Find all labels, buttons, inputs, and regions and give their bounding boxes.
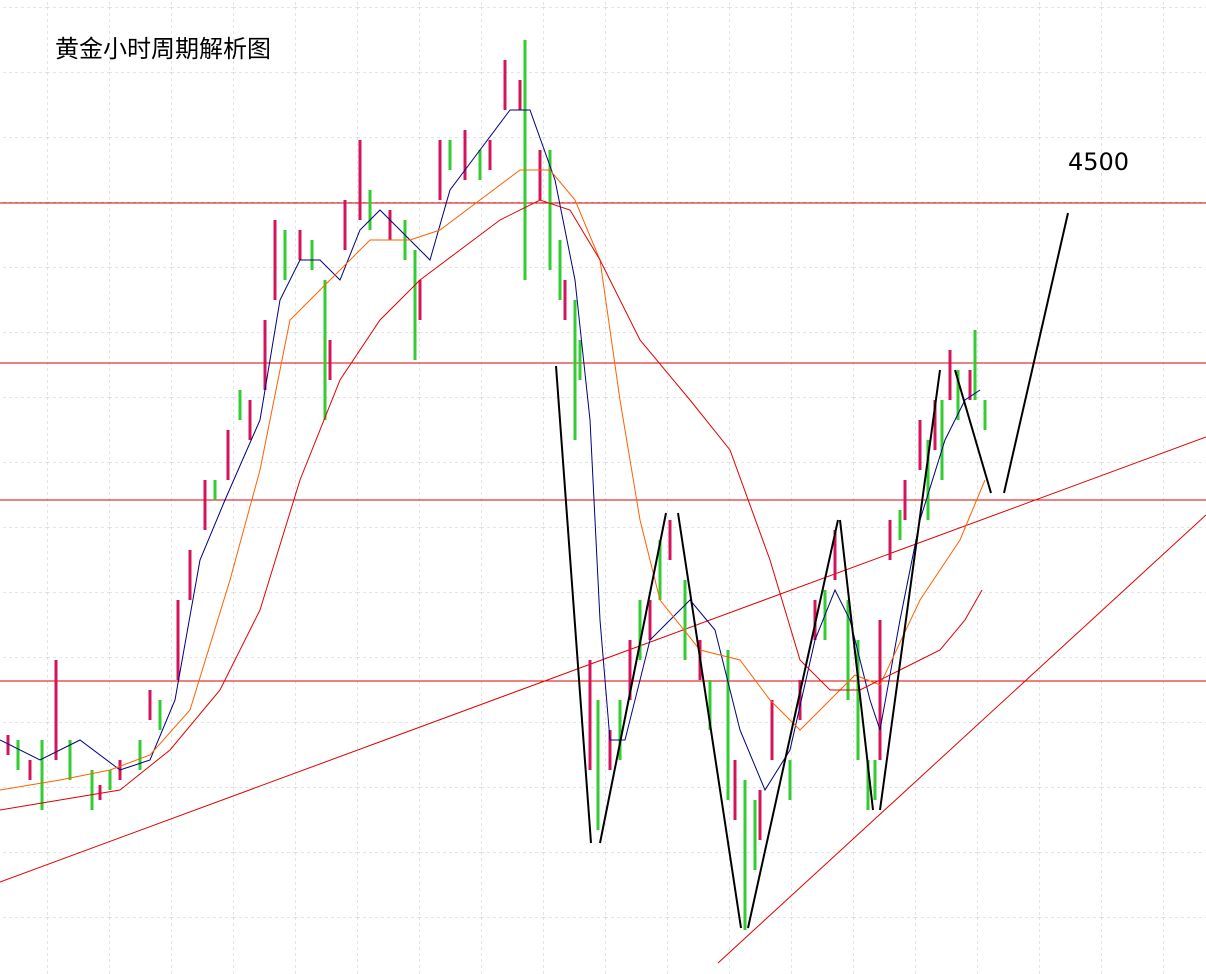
candles-up [6,40,987,930]
target-label: 4500 [1068,148,1129,176]
wave-lines [555,212,1069,929]
chart-title: 黄金小时周期解析图 [55,35,271,63]
moving-averages [0,109,986,811]
horizontal-levels [0,202,1206,682]
